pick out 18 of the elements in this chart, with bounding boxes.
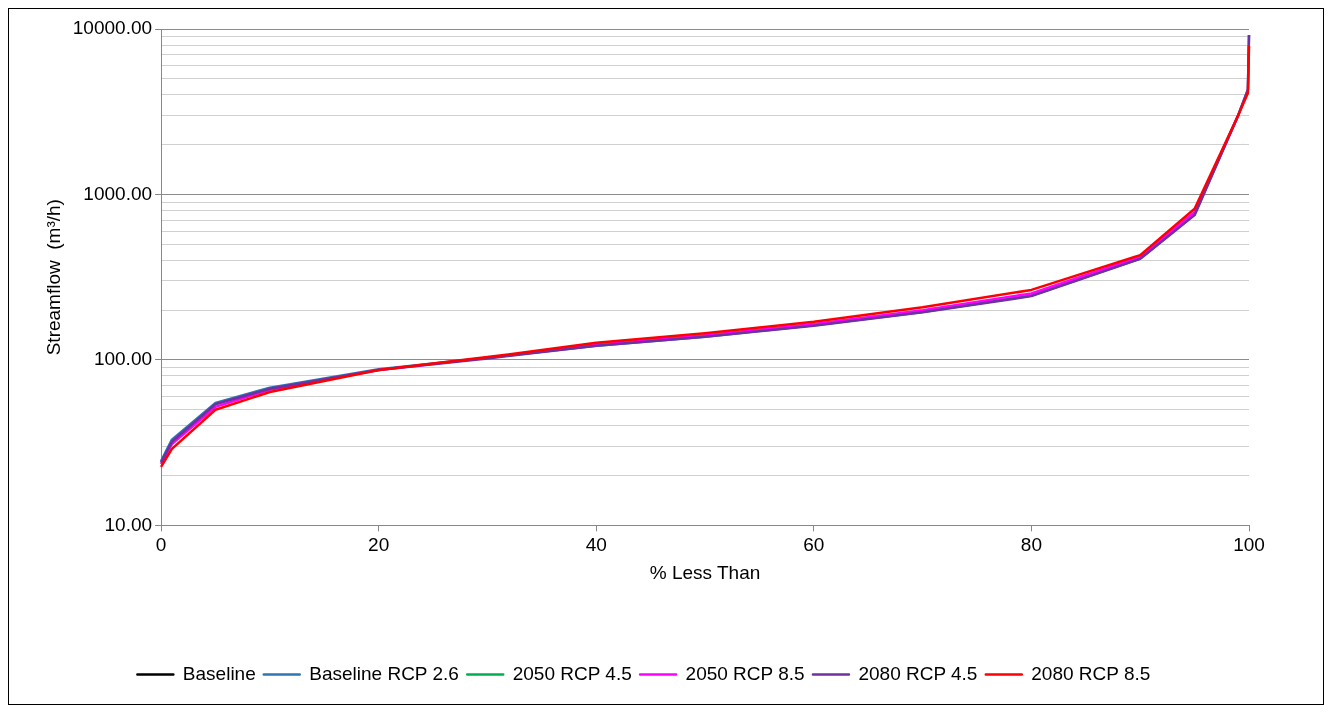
legend-label: 2080 RCP 4.5 <box>858 662 978 684</box>
legend-label: Baseline <box>182 662 256 684</box>
x-tick-label: 0 <box>155 534 167 556</box>
legend-label: Baseline RCP 2.6 <box>309 662 459 684</box>
legend-label: 2080 RCP 8.5 <box>1031 662 1151 684</box>
x-tick-label: 20 <box>368 534 390 556</box>
y-tick-label: 100.00 <box>93 348 153 370</box>
x-tick-label: 60 <box>803 534 825 556</box>
x-tick-label: 80 <box>1020 534 1042 556</box>
y-tick-label: 10.00 <box>104 513 153 535</box>
x-tick-label: 40 <box>585 534 607 556</box>
legend-label: 2050 RCP 8.5 <box>685 662 805 684</box>
x-axis-title: % Less Than <box>649 561 761 583</box>
x-tick-label: 100 <box>1233 534 1265 556</box>
y-tick-label: 10000.00 <box>72 17 153 39</box>
y-axis-title: Streamflow (m³/h) <box>42 199 64 356</box>
legend-label: 2050 RCP 4.5 <box>512 662 632 684</box>
y-tick-label: 1000.00 <box>83 182 153 204</box>
